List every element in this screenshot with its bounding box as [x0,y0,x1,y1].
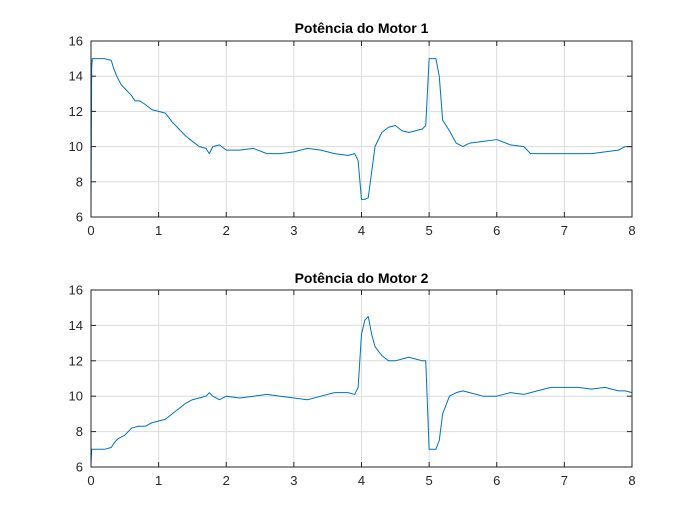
x-tick-label: 3 [290,473,297,488]
y-tick-label: 14 [69,318,83,333]
x-tick-label: 1 [155,223,162,238]
x-tick-label: 0 [87,473,94,488]
subplot-title-motor-2: Potência do Motor 2 [295,270,429,286]
y-tick-label: 16 [69,283,83,298]
series-line [90,58,632,216]
x-tick-label: 2 [223,223,230,238]
x-tick-label: 1 [155,473,162,488]
y-tick-label: 8 [76,424,83,439]
subplot-title-motor-1: Potência do Motor 1 [295,20,429,36]
x-tick-label: 5 [426,223,433,238]
x-tick-label: 8 [628,223,635,238]
y-tick-label: 10 [69,389,83,404]
y-tick-label: 16 [69,34,83,49]
y-tick-label: 10 [69,139,83,154]
y-tick-label: 12 [69,353,83,368]
x-tick-label: 4 [358,473,365,488]
x-tick-label: 6 [493,473,500,488]
x-tick-label: 7 [561,223,568,238]
y-tick-label: 8 [76,174,83,189]
x-tick-label: 7 [561,473,568,488]
y-tick-label: 6 [76,460,83,475]
y-tick-label: 14 [69,69,83,84]
x-tick-label: 8 [628,473,635,488]
x-tick-label: 5 [426,473,433,488]
x-tick-label: 6 [493,223,500,238]
x-tick-label: 4 [358,223,365,238]
x-tick-label: 3 [290,223,297,238]
series-line [90,316,633,466]
y-tick-label: 6 [76,210,83,225]
x-tick-label: 0 [87,223,94,238]
y-tick-label: 12 [69,104,83,119]
x-tick-label: 2 [223,473,230,488]
